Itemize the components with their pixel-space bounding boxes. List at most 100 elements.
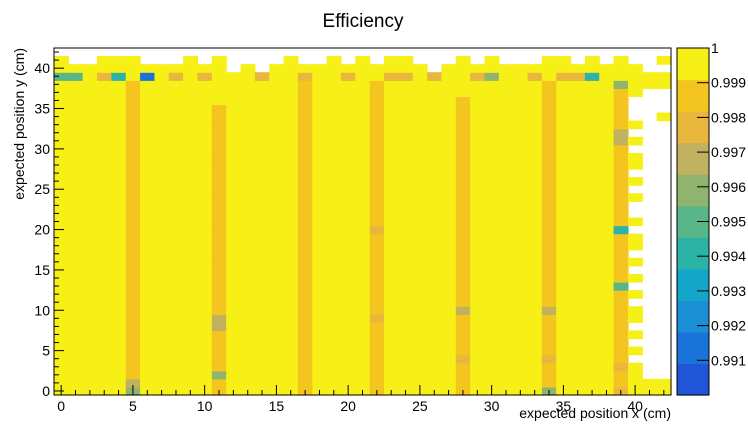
heatmap-cell xyxy=(125,144,141,154)
heatmap-cell xyxy=(513,217,529,227)
heatmap-cell xyxy=(384,88,399,98)
heatmap-cell xyxy=(283,273,299,283)
heatmap-cell xyxy=(384,185,399,194)
heatmap-cell xyxy=(68,257,84,267)
heatmap-cell xyxy=(211,338,227,348)
heatmap-cell xyxy=(513,104,529,114)
heatmap-cell xyxy=(111,249,127,259)
heatmap-cell xyxy=(570,354,586,364)
heatmap-cell xyxy=(154,241,170,251)
heatmap-cell xyxy=(211,354,227,364)
heatmap-cell xyxy=(384,112,399,122)
heatmap-cell xyxy=(240,193,256,202)
heatmap-cell xyxy=(340,152,356,162)
heatmap-cell xyxy=(527,241,543,251)
heatmap-cell xyxy=(441,112,457,122)
heatmap-cell xyxy=(556,185,572,194)
heatmap-cell xyxy=(326,217,342,227)
heatmap-cell xyxy=(599,64,615,73)
heatmap-cell xyxy=(312,306,328,315)
heatmap-cell xyxy=(498,96,514,106)
heatmap-cell xyxy=(441,193,457,202)
heatmap-cell xyxy=(125,193,141,202)
heatmap-cell xyxy=(297,88,313,98)
heatmap-cell xyxy=(541,257,557,267)
heatmap-cell xyxy=(183,265,199,275)
color-scale-tick-label: 0.994 xyxy=(711,248,746,264)
heatmap-cell xyxy=(326,201,342,210)
heatmap-cell xyxy=(312,152,328,162)
heatmap-cell xyxy=(140,201,156,210)
heatmap-cell xyxy=(455,209,471,219)
heatmap-cell xyxy=(384,104,399,114)
heatmap-cell xyxy=(326,56,342,65)
heatmap-cell xyxy=(570,282,586,291)
heatmap-cell xyxy=(326,185,342,194)
heatmap-cell xyxy=(312,104,328,114)
heatmap-cell xyxy=(283,136,299,146)
heatmap-cell xyxy=(369,112,385,122)
heatmap-cell xyxy=(254,144,270,154)
heatmap-cell xyxy=(283,257,299,267)
heatmap-cell xyxy=(455,346,471,356)
heatmap-cell xyxy=(470,346,486,356)
heatmap-cell xyxy=(527,322,543,332)
heatmap-cell xyxy=(111,338,127,348)
heatmap-cell xyxy=(398,241,414,251)
heatmap-cell xyxy=(498,169,514,178)
heatmap-cell xyxy=(570,290,586,299)
heatmap-cell xyxy=(82,144,98,154)
heatmap-cell xyxy=(125,314,141,323)
heatmap-cell xyxy=(355,104,371,114)
x-tick-label: 5 xyxy=(129,398,137,414)
heatmap-cell xyxy=(326,209,342,219)
heatmap-cell xyxy=(613,273,629,283)
heatmap-cell xyxy=(584,322,600,332)
heatmap-cell xyxy=(498,306,514,315)
heatmap-cell xyxy=(97,209,112,219)
heatmap-cell xyxy=(297,209,313,219)
heatmap-cell xyxy=(570,273,586,283)
heatmap-cell xyxy=(441,378,457,388)
x-tick-label: 15 xyxy=(269,398,285,414)
heatmap-cell xyxy=(541,354,557,364)
heatmap-cell xyxy=(570,306,586,315)
heatmap-cell xyxy=(168,201,184,210)
heatmap-cell xyxy=(140,88,156,98)
heatmap-cell xyxy=(326,64,342,73)
heatmap-cell xyxy=(297,120,313,130)
heatmap-cell xyxy=(584,265,600,275)
heatmap-cell xyxy=(484,209,500,219)
color-scale-tick-label: 0.999 xyxy=(711,75,746,91)
heatmap-cell xyxy=(183,282,199,291)
heatmap-cell xyxy=(97,88,112,98)
heatmap-cell xyxy=(197,241,213,251)
heatmap-cell xyxy=(54,177,69,186)
heatmap-cell xyxy=(355,330,371,340)
heatmap-cell xyxy=(326,72,342,81)
heatmap-cell xyxy=(412,249,428,259)
heatmap-cell xyxy=(82,290,98,299)
heatmap-cell xyxy=(369,257,385,267)
heatmap-cell xyxy=(527,185,543,194)
heatmap-cell xyxy=(470,112,486,122)
heatmap-cell xyxy=(140,185,156,194)
heatmap-cell xyxy=(269,152,285,162)
heatmap-cell xyxy=(498,241,514,251)
heatmap-cell xyxy=(340,378,356,388)
heatmap-cell xyxy=(197,169,213,178)
heatmap-cell xyxy=(297,362,313,372)
heatmap-cell xyxy=(470,80,486,89)
heatmap-cell xyxy=(527,112,543,122)
heatmap-cell xyxy=(398,249,414,259)
heatmap-cell xyxy=(484,104,500,114)
heatmap-cell xyxy=(297,225,313,235)
heatmap-cell xyxy=(211,273,227,283)
heatmap-cell xyxy=(570,362,586,372)
heatmap-cell xyxy=(527,193,543,202)
heatmap-cell xyxy=(398,169,414,178)
heatmap-cell xyxy=(68,177,84,186)
heatmap-cell xyxy=(211,72,227,81)
heatmap-cell xyxy=(111,112,127,122)
heatmap-cell xyxy=(211,298,227,307)
